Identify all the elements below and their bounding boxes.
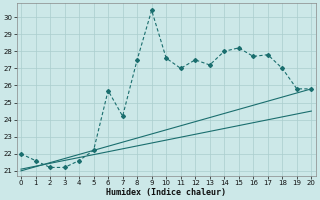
X-axis label: Humidex (Indice chaleur): Humidex (Indice chaleur) <box>106 188 226 197</box>
